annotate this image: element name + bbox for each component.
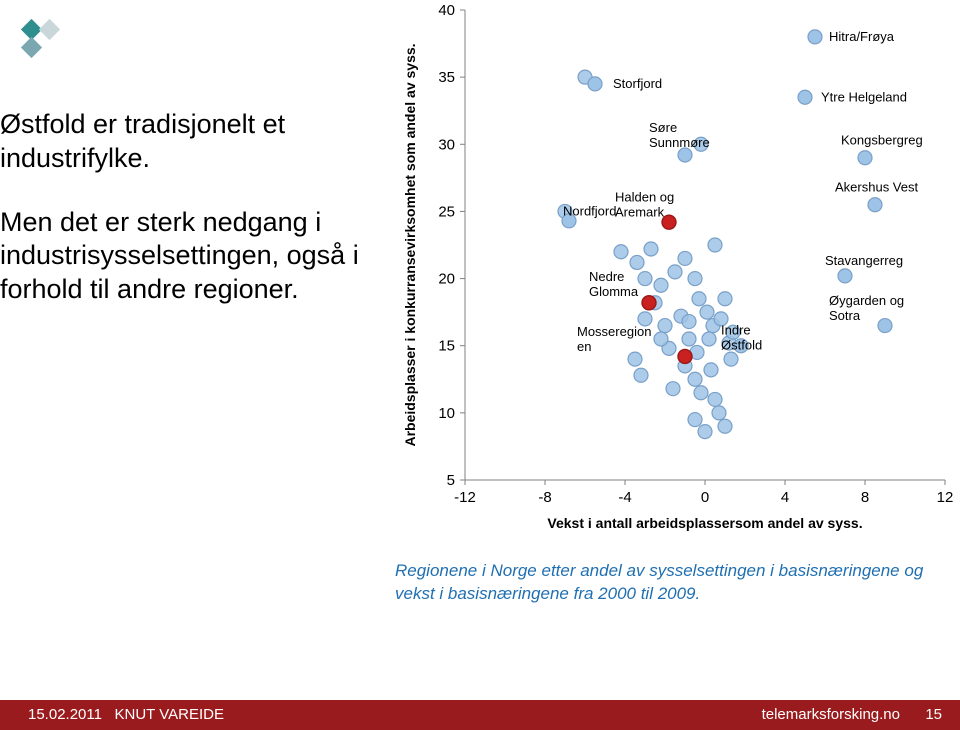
footer-left: 15.02.2011 KNUT VAREIDE	[28, 706, 224, 723]
intro-p2: Men det er sterk nedgang i industrisysse…	[0, 206, 380, 307]
svg-text:Storfjord: Storfjord	[613, 76, 662, 91]
svg-text:Glomma: Glomma	[589, 284, 639, 299]
footer-page: 15	[925, 706, 942, 723]
svg-text:Sunnmøre: Sunnmøre	[649, 135, 710, 150]
intro-text: Østfold er tradisjonelt et industrifylke…	[0, 108, 380, 307]
logo	[20, 18, 64, 67]
svg-text:Sotra: Sotra	[829, 308, 861, 323]
svg-text:Stavangerreg: Stavangerreg	[825, 253, 903, 268]
svg-text:0: 0	[701, 489, 709, 506]
svg-text:Mosseregion: Mosseregion	[577, 324, 651, 339]
svg-text:5: 5	[447, 472, 455, 489]
svg-text:10: 10	[438, 405, 455, 422]
svg-text:Arbeidsplasser i konkurransevi: Arbeidsplasser i konkurransevirksomhet s…	[402, 43, 418, 446]
footer-bar: 15.02.2011 KNUT VAREIDE telemarksforskin…	[0, 700, 960, 730]
svg-text:Søre: Søre	[649, 120, 677, 135]
svg-text:15: 15	[438, 338, 455, 355]
svg-text:Nordfjord: Nordfjord	[563, 203, 616, 218]
svg-text:Hitra/Frøya: Hitra/Frøya	[829, 29, 895, 44]
svg-text:Vekst i antall arbeidsplassers: Vekst i antall arbeidsplassersom andel a…	[547, 515, 862, 531]
svg-text:Halden og: Halden og	[615, 190, 674, 205]
svg-text:20: 20	[438, 271, 455, 288]
svg-text:Aremark: Aremark	[615, 205, 665, 220]
scatter-chart: 5 10 15 20 25 30 35 40 -12 -8 -4 0 4 8 12 Hitra/Frøya Yt…	[395, 0, 955, 520]
svg-text:-4: -4	[618, 489, 631, 506]
svg-text:en: en	[577, 339, 591, 354]
svg-text:Øygarden og: Øygarden og	[829, 293, 904, 308]
chart-caption: Regionene i Norge etter andel av syssels…	[395, 560, 935, 606]
svg-text:Østfold: Østfold	[721, 338, 762, 353]
svg-text:-12: -12	[454, 489, 476, 506]
svg-text:-8: -8	[538, 489, 551, 506]
svg-text:Akershus Vest: Akershus Vest	[835, 179, 918, 194]
svg-text:Nedre: Nedre	[589, 269, 624, 284]
svg-text:12: 12	[937, 489, 954, 506]
svg-text:4: 4	[781, 489, 789, 506]
svg-text:30: 30	[438, 136, 455, 153]
svg-text:25: 25	[438, 203, 455, 220]
footer-site: telemarksforsking.no	[762, 706, 900, 723]
svg-text:Ytre Helgeland: Ytre Helgeland	[821, 89, 907, 104]
intro-p1: Østfold er tradisjonelt et industrifylke…	[0, 108, 380, 176]
svg-text:8: 8	[861, 489, 869, 506]
svg-text:40: 40	[438, 2, 455, 19]
svg-text:Indre: Indre	[721, 323, 751, 338]
svg-text:Kongsbergreg: Kongsbergreg	[841, 132, 923, 147]
svg-text:35: 35	[438, 69, 455, 86]
